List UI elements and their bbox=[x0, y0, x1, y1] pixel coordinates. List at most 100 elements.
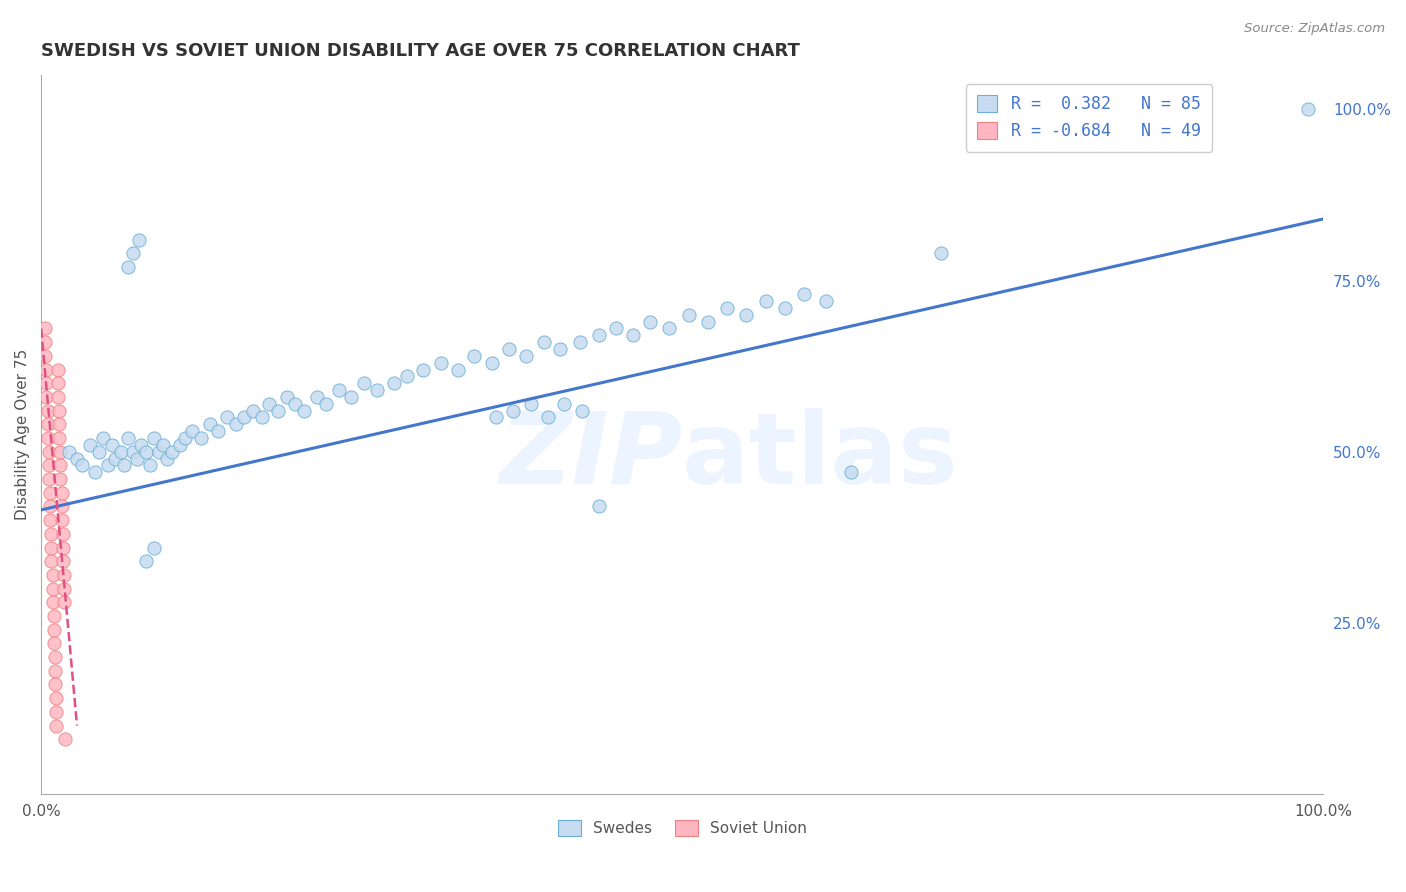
Point bbox=[754, 294, 776, 309]
Point bbox=[447, 362, 470, 376]
Point bbox=[51, 485, 73, 500]
Point bbox=[678, 308, 700, 322]
Point bbox=[814, 294, 837, 309]
Point bbox=[41, 568, 63, 582]
Point bbox=[38, 472, 60, 486]
Point bbox=[215, 410, 238, 425]
Point bbox=[53, 595, 76, 609]
Point bbox=[53, 568, 76, 582]
Point bbox=[45, 718, 67, 732]
Point bbox=[160, 444, 183, 458]
Point bbox=[135, 554, 157, 568]
Point bbox=[46, 376, 69, 391]
Point bbox=[292, 403, 315, 417]
Point bbox=[122, 246, 145, 260]
Point bbox=[328, 383, 350, 397]
Point bbox=[553, 397, 575, 411]
Point bbox=[37, 403, 59, 417]
Point bbox=[34, 335, 56, 350]
Point bbox=[44, 677, 66, 691]
Point bbox=[588, 500, 610, 514]
Point bbox=[793, 287, 815, 301]
Point bbox=[382, 376, 405, 391]
Point bbox=[42, 609, 65, 624]
Point bbox=[35, 390, 58, 404]
Point bbox=[284, 397, 307, 411]
Point bbox=[515, 349, 537, 363]
Point bbox=[232, 410, 254, 425]
Point bbox=[48, 403, 70, 417]
Point bbox=[127, 451, 149, 466]
Point bbox=[84, 465, 107, 479]
Point bbox=[45, 705, 67, 719]
Point bbox=[100, 438, 122, 452]
Point bbox=[39, 513, 62, 527]
Point bbox=[117, 260, 139, 274]
Point bbox=[152, 438, 174, 452]
Point bbox=[34, 349, 56, 363]
Point bbox=[35, 376, 58, 391]
Legend: Swedes, Soviet Union: Swedes, Soviet Union bbox=[550, 813, 814, 844]
Point bbox=[97, 458, 120, 473]
Point bbox=[46, 362, 69, 376]
Point bbox=[658, 321, 681, 335]
Point bbox=[520, 397, 543, 411]
Point bbox=[696, 315, 718, 329]
Point bbox=[52, 554, 75, 568]
Point bbox=[42, 623, 65, 637]
Point bbox=[430, 356, 453, 370]
Point bbox=[148, 444, 170, 458]
Point bbox=[48, 417, 70, 432]
Point bbox=[550, 342, 572, 356]
Point bbox=[481, 356, 503, 370]
Point bbox=[605, 321, 627, 335]
Point bbox=[502, 403, 524, 417]
Point bbox=[114, 458, 136, 473]
Point bbox=[173, 431, 195, 445]
Point bbox=[55, 732, 77, 747]
Point bbox=[117, 431, 139, 445]
Point bbox=[533, 335, 555, 350]
Point bbox=[129, 438, 152, 452]
Text: SWEDISH VS SOVIET UNION DISABILITY AGE OVER 75 CORRELATION CHART: SWEDISH VS SOVIET UNION DISABILITY AGE O… bbox=[41, 42, 800, 60]
Point bbox=[225, 417, 247, 432]
Point bbox=[276, 390, 298, 404]
Point bbox=[259, 397, 281, 411]
Point bbox=[41, 595, 63, 609]
Point bbox=[34, 321, 56, 335]
Text: ZIP: ZIP bbox=[499, 408, 682, 505]
Point bbox=[571, 403, 593, 417]
Point bbox=[315, 397, 337, 411]
Point bbox=[46, 390, 69, 404]
Point bbox=[139, 458, 162, 473]
Point bbox=[156, 451, 179, 466]
Point bbox=[42, 636, 65, 650]
Point bbox=[735, 308, 758, 322]
Point bbox=[66, 451, 89, 466]
Point bbox=[41, 527, 63, 541]
Point bbox=[485, 410, 508, 425]
Point bbox=[37, 417, 59, 432]
Point bbox=[41, 541, 63, 555]
Point bbox=[39, 500, 62, 514]
Point bbox=[128, 233, 150, 247]
Point bbox=[463, 349, 485, 363]
Point bbox=[305, 390, 328, 404]
Point bbox=[70, 458, 93, 473]
Point bbox=[929, 246, 952, 260]
Point bbox=[44, 650, 66, 665]
Point bbox=[39, 485, 62, 500]
Point bbox=[200, 417, 222, 432]
Point bbox=[588, 328, 610, 343]
Point bbox=[841, 465, 863, 479]
Point bbox=[44, 664, 66, 678]
Point bbox=[536, 410, 558, 425]
Point bbox=[568, 335, 591, 350]
Point bbox=[79, 438, 101, 452]
Point bbox=[38, 458, 60, 473]
Point bbox=[395, 369, 418, 384]
Point bbox=[267, 403, 290, 417]
Point bbox=[45, 691, 67, 706]
Point bbox=[38, 444, 60, 458]
Point bbox=[181, 424, 204, 438]
